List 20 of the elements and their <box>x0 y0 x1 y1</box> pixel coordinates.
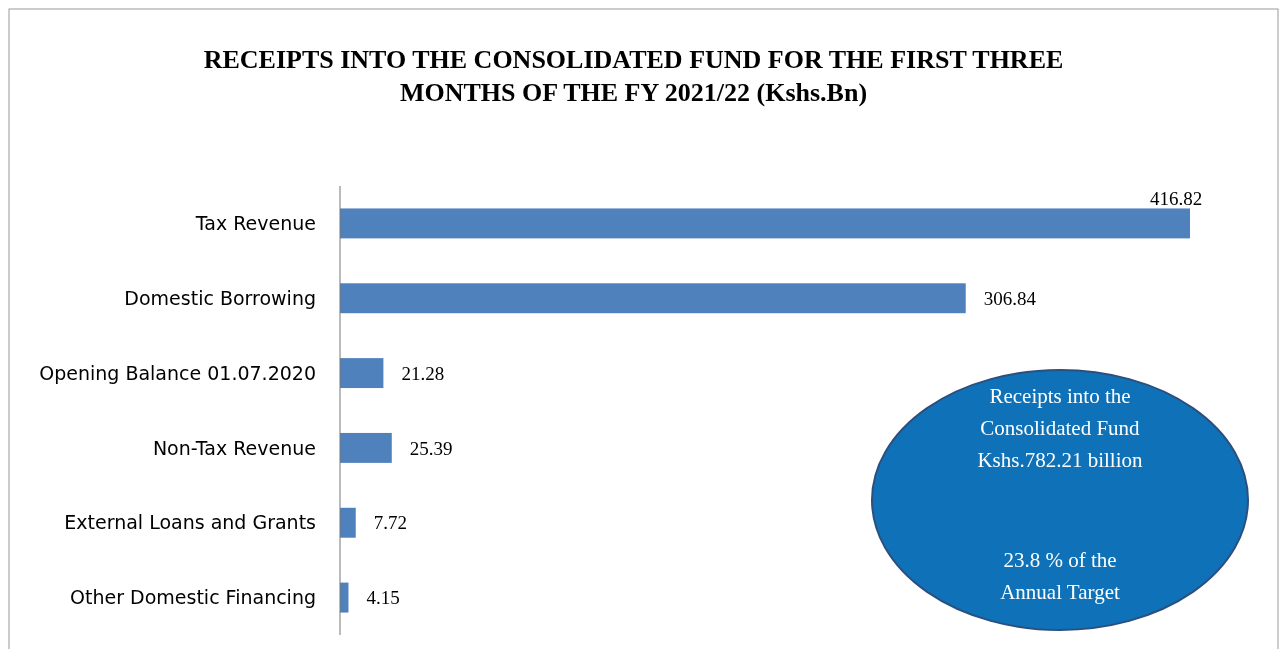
data-label: 4.15 <box>366 587 400 609</box>
y-tick-label: Domestic Borrowing <box>124 286 316 309</box>
data-label: 7.72 <box>373 512 407 534</box>
bar <box>340 208 1190 239</box>
annotation: 23.8 % of the Annual Target <box>1000 548 1120 604</box>
y-tick-label: Opening Balance 01.07.2020 <box>39 361 316 384</box>
bar <box>340 432 392 463</box>
annotation: Receipts into the Consolidated Fund Kshs.782.21 billion <box>977 384 1144 472</box>
bar <box>340 358 384 389</box>
chart-title: RECEIPTS INTO THE CONSOLIDATED FUND FOR THE FIRST THREE MONTHS OF THE FY 2021/22 (Kshs.Bn) <box>203 45 1064 107</box>
y-tick-label: External Loans and Grants <box>64 511 316 534</box>
bar <box>340 507 356 538</box>
data-label: 21.28 <box>401 362 445 384</box>
data-label: 416.82 <box>1150 188 1203 210</box>
bar <box>340 283 966 314</box>
y-tick-label: Non-Tax Revenue <box>152 436 316 459</box>
y-tick-label: Other Domestic Financing <box>70 586 316 609</box>
y-tick-label: Tax Revenue <box>194 212 316 235</box>
data-label: 306.84 <box>983 287 1037 309</box>
data-label: 25.39 <box>409 437 453 459</box>
